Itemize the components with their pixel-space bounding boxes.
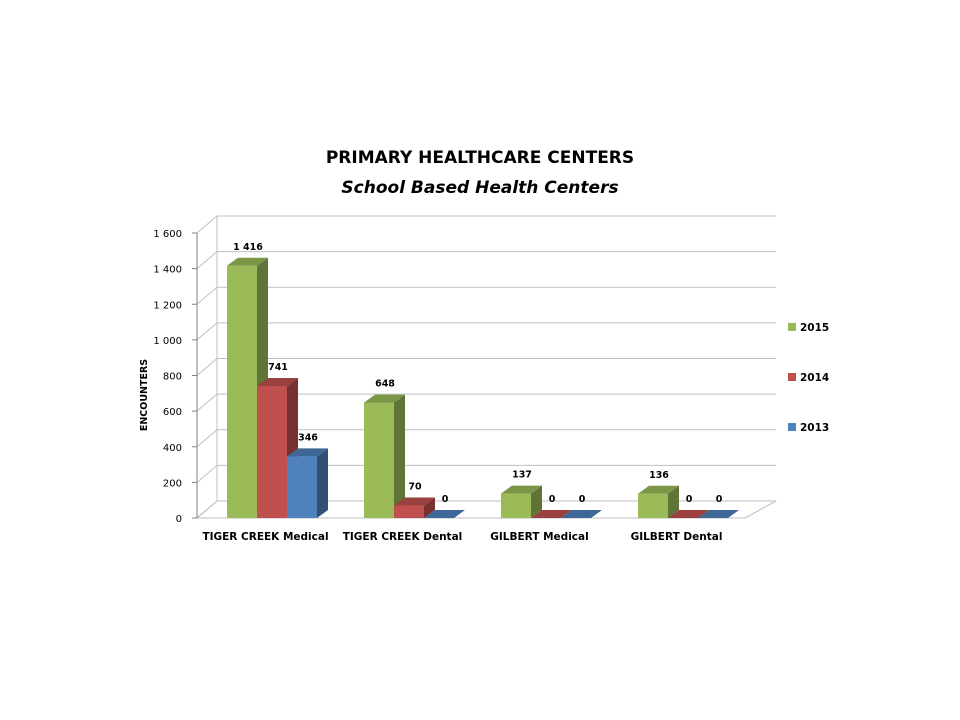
data-label: 137	[512, 470, 532, 481]
bar-top	[364, 394, 405, 403]
bar-side	[668, 485, 679, 518]
bar	[638, 493, 668, 518]
bar-top	[501, 485, 542, 494]
bar-top	[227, 257, 268, 266]
data-label: 741	[268, 362, 288, 373]
axes: 0 200 400 600 800 1 000 1 200 1 400 1 600 TIGER C…	[153, 229, 722, 543]
category-label: GILBERT Dental	[631, 531, 723, 543]
gridlines	[195, 215, 777, 519]
y-tick-label: 400	[163, 443, 182, 454]
data-label: 648	[375, 379, 395, 390]
bar-side	[317, 448, 328, 518]
bar	[394, 505, 424, 518]
bar	[257, 386, 287, 518]
legend-swatch	[788, 423, 796, 431]
category-label: TIGER CREEK Medical	[202, 531, 328, 543]
legend-label: 2014	[800, 372, 829, 384]
legend-label: 2013	[800, 422, 829, 434]
y-tick-label: 1 400	[153, 265, 182, 276]
gridline-diag	[196, 322, 218, 341]
y-tick-label: 600	[163, 407, 182, 418]
gridline-diag	[196, 429, 218, 448]
bar-top	[561, 510, 602, 518]
y-tick-label: 1 600	[153, 229, 182, 240]
bar-top	[257, 378, 298, 387]
bar-top	[531, 510, 572, 518]
bar	[287, 456, 317, 518]
gridline-diag	[196, 215, 218, 234]
y-tick-label: 0	[176, 514, 182, 525]
legend-label: 2015	[800, 322, 829, 334]
gridline-diag	[196, 500, 218, 519]
gridline-diag	[196, 286, 218, 305]
category-label: TIGER CREEK Dental	[343, 531, 463, 543]
gridline-diag	[196, 464, 218, 483]
bar-top	[698, 510, 739, 518]
category-label: GILBERT Medical	[490, 531, 588, 543]
data-label: 0	[442, 494, 449, 505]
chart-title: PRIMARY HEALTHCARE CENTERS	[326, 148, 634, 168]
data-label: 0	[686, 494, 693, 505]
y-tick-label: 800	[163, 372, 182, 383]
bar-top	[394, 497, 435, 506]
data-label: 70	[408, 482, 422, 493]
bar-side	[424, 497, 435, 518]
bar-side	[394, 394, 405, 518]
bar	[227, 265, 257, 518]
bar-top	[668, 510, 709, 518]
data-label: 346	[298, 432, 318, 443]
data-label: 0	[579, 494, 586, 505]
bar-top	[638, 485, 679, 494]
y-tick-label: 200	[163, 478, 182, 489]
chart-subtitle: School Based Health Centers	[341, 178, 618, 198]
y-tick-label: 1 200	[153, 300, 182, 311]
data-label: 136	[649, 470, 669, 481]
bar-top	[424, 510, 465, 518]
bar	[364, 402, 394, 518]
data-label: 0	[549, 494, 556, 505]
y-tick-label: 1 000	[153, 336, 182, 347]
y-axis-label: ENCOUNTERS	[139, 359, 150, 431]
bar-top	[287, 448, 328, 457]
legend-swatch	[788, 323, 796, 331]
gridline-diag	[196, 358, 218, 376]
gridline-diag	[196, 393, 218, 412]
data-labels: 1 416 741 346 648 70 0 137 0 0 136 0 0	[233, 242, 723, 505]
bar	[501, 493, 531, 518]
bar-side	[531, 485, 542, 518]
legend-swatch	[788, 373, 796, 381]
data-label: 0	[716, 494, 723, 505]
gridline-diag	[196, 251, 218, 270]
bars	[227, 257, 739, 518]
legend: 2015 2014 2013	[788, 322, 829, 434]
data-label: 1 416	[233, 242, 263, 253]
